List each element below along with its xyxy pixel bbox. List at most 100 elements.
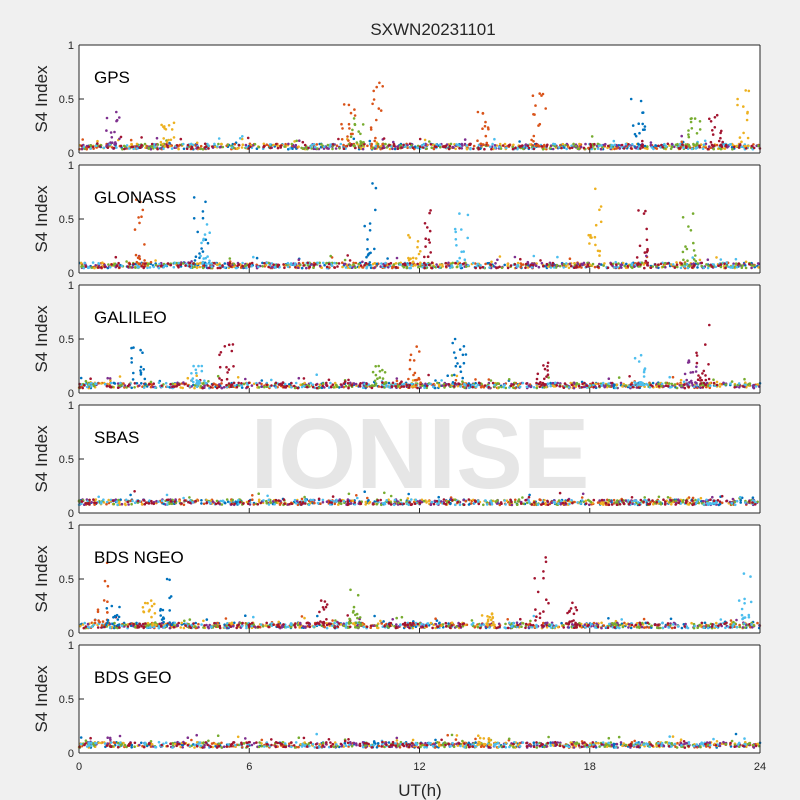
data-point [748,263,751,266]
data-point [454,261,458,265]
data-point [552,266,556,269]
data-point [472,144,476,148]
data-point [428,211,431,215]
data-point [372,98,376,101]
data-point [518,140,521,143]
data-point [282,386,286,389]
data-point [310,143,314,147]
data-point [691,266,694,269]
data-point [593,147,597,151]
data-point [652,147,655,151]
data-point [458,348,462,351]
data-point [179,386,182,389]
data-point [686,266,690,270]
data-point [193,386,196,390]
data-point [543,386,546,389]
data-point [596,147,600,150]
data-point [704,383,707,387]
data-point [631,385,635,389]
data-point [748,500,751,503]
data-point [210,265,213,268]
data-point [306,261,310,265]
data-point [546,365,549,368]
data-point [735,144,738,148]
data-point [191,377,195,380]
data-point [328,145,332,148]
panel-background [79,165,760,273]
data-point [201,386,204,390]
data-point [369,266,373,270]
data-point [374,373,378,377]
data-point [629,147,633,150]
data-point [190,372,193,375]
data-point [230,502,233,506]
data-point [551,264,554,267]
data-point [192,196,196,199]
data-point [157,381,161,385]
data-point [353,122,357,126]
data-point [349,111,353,115]
data-point [738,143,742,147]
data-point [460,147,464,150]
data-point [118,266,121,269]
data-point [336,265,339,268]
data-point [481,111,485,115]
data-point [511,147,515,151]
data-point [349,381,352,385]
data-point [680,384,683,388]
data-point [142,368,145,371]
data-point [615,383,619,387]
data-point [469,147,472,151]
data-point [284,142,287,146]
data-point [295,139,299,143]
data-point [384,142,387,146]
data-point [346,135,349,138]
data-point [615,144,618,148]
data-point [742,131,745,135]
data-point [695,142,699,145]
data-point [221,264,224,267]
data-point [683,265,686,268]
data-point [359,140,362,143]
data-point [643,144,647,148]
data-point [673,145,676,149]
data-point [135,145,138,148]
data-point [408,266,411,270]
data-point [489,263,493,266]
data-point [633,145,636,148]
data-point [289,263,293,266]
data-point [707,384,710,387]
data-point [105,129,108,132]
data-point [90,266,94,269]
data-point [661,145,664,149]
data-point [694,370,698,373]
data-point [423,138,427,142]
data-point [441,265,445,268]
data-point [700,378,703,382]
data-point [372,89,376,93]
data-point [663,503,667,506]
data-point [723,262,726,266]
data-point [377,364,381,368]
data-point [673,383,677,386]
data-point [130,502,133,506]
data-point [263,385,266,389]
data-point [386,257,389,260]
data-point [381,142,384,146]
data-point [539,259,542,262]
data-point [472,147,475,151]
data-point [368,261,372,264]
data-point [373,614,376,618]
data-point [172,265,176,269]
data-point [379,145,383,148]
data-point [689,229,693,232]
data-point [322,145,326,149]
data-point [300,385,304,389]
data-point [671,375,675,379]
data-point [439,145,442,149]
data-point [642,263,646,266]
data-point [312,266,315,270]
data-point [113,262,117,266]
data-point [447,383,451,386]
data-point [560,146,563,150]
